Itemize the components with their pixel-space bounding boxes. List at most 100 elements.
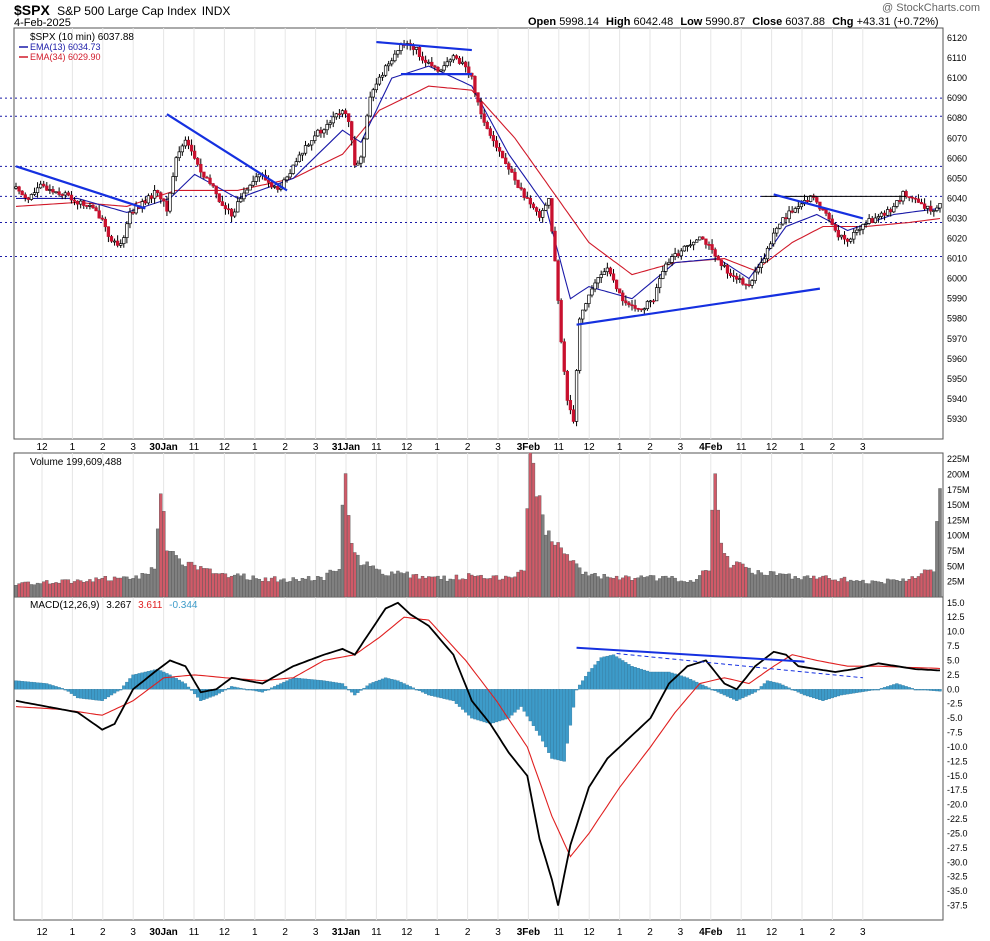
macd-histogram-bar [731,689,736,700]
x-tick-label: 31Jan [332,442,360,453]
macd-histogram-bar [100,689,104,701]
macd-histogram-bar [26,681,30,690]
candle-body [72,199,77,202]
volume-bar [75,579,80,598]
candle-body [784,217,788,220]
candle-body [251,181,255,186]
low-value: 5990.87 [705,16,746,28]
volume-bar [199,566,203,598]
volume-bar [177,558,181,598]
candle-body [885,209,890,216]
volume-bar [414,574,419,598]
candle-body [346,113,351,122]
macd-histogram-bar [137,673,141,690]
macd-histogram-bar [716,689,720,693]
macd-histogram-bar [830,689,834,699]
price-y-tick-label: 5940 [947,394,967,404]
macd-histogram-bar [808,689,813,698]
volume-bar [676,581,680,598]
x-tick-label: 31Jan [332,927,360,938]
macd-histogram-bar [300,678,305,690]
macd-histogram-bar [390,679,394,690]
macd-histogram-bar [20,681,24,690]
macd-histogram-bar [180,681,184,690]
candle-body [528,197,533,205]
macd-histogram-bar [162,671,166,690]
candle-body [457,57,462,64]
volume-bar [824,575,828,598]
volume-bar [731,564,736,598]
volume-bar [229,575,234,598]
volume-bar [448,578,452,598]
volume-bar [802,576,807,598]
macd-histogram-bar [322,680,326,690]
macd-histogram-bar [226,687,231,690]
volume-bar [531,462,536,598]
candle-body [827,212,831,220]
macd-y-tick-label: -5.0 [947,713,963,723]
volume-bar [325,572,329,598]
price-y-tick-label: 6080 [947,113,967,123]
price-y-tick-label: 5980 [947,314,967,324]
x-tick-label: 2 [100,927,106,938]
candle-body [904,191,908,197]
candle-body [547,198,551,206]
candle-body [396,50,400,55]
candle-body [97,210,101,219]
volume-bar [611,578,616,598]
macd-histogram-bar [331,681,335,690]
macd-histogram-bar [796,689,800,693]
volume-bar [544,534,548,598]
volume-bar [97,579,101,598]
x-tick-label: 3 [313,927,319,938]
price-y-tick-label: 5930 [947,414,967,424]
volume-bar [701,570,705,598]
candle-body [932,210,936,212]
macd-histogram-bar [405,684,409,690]
candle-body [759,262,764,268]
x-tick-label: 1 [70,442,76,453]
macd-histogram-bar [919,689,924,691]
volume-bar [630,580,634,598]
macd-histogram-bar [257,689,261,692]
candle-body [233,211,237,217]
macd-histogram-bar [750,689,754,694]
candle-body [451,55,456,61]
macd-histogram-bar [233,686,237,690]
macd-histogram-bar [793,689,797,691]
x-tick-label: 12 [766,927,778,938]
macd-histogram-bar [892,684,896,690]
price-trendline [376,40,472,52]
macd-histogram-bar [476,689,480,721]
macd-histogram-bar [368,683,372,690]
volume-bar [485,578,489,598]
x-tick-label: 2 [830,927,836,938]
macd-histogram-bar [69,689,74,694]
macd-histogram-bar [236,687,240,690]
candle-body [741,278,745,285]
volume-bar [738,562,742,598]
volume-bar [765,575,770,598]
candle-body [938,203,942,209]
candle-body [479,101,483,115]
candle-body [374,83,379,91]
macd-y-tick-label: -15.0 [947,771,968,781]
volume-bar [482,578,486,598]
candle-body [38,183,43,189]
candle-body [399,44,403,52]
macd-histogram-bar [571,689,576,708]
volume-bar [192,564,197,598]
macd-y-tick-label: 10.0 [947,627,965,637]
macd-histogram-bar [587,671,591,690]
volume-y-tick-label: 225M [947,454,970,464]
volume-bar [72,581,77,598]
candle-body [762,258,767,263]
macd-histogram-bar [895,683,899,690]
candle-body [913,197,918,200]
x-tick-label: 11 [371,442,382,453]
price-y-tick-label: 6100 [947,73,967,83]
candle-body [82,200,86,206]
candle-body [621,292,625,302]
volume-bar [420,575,425,598]
